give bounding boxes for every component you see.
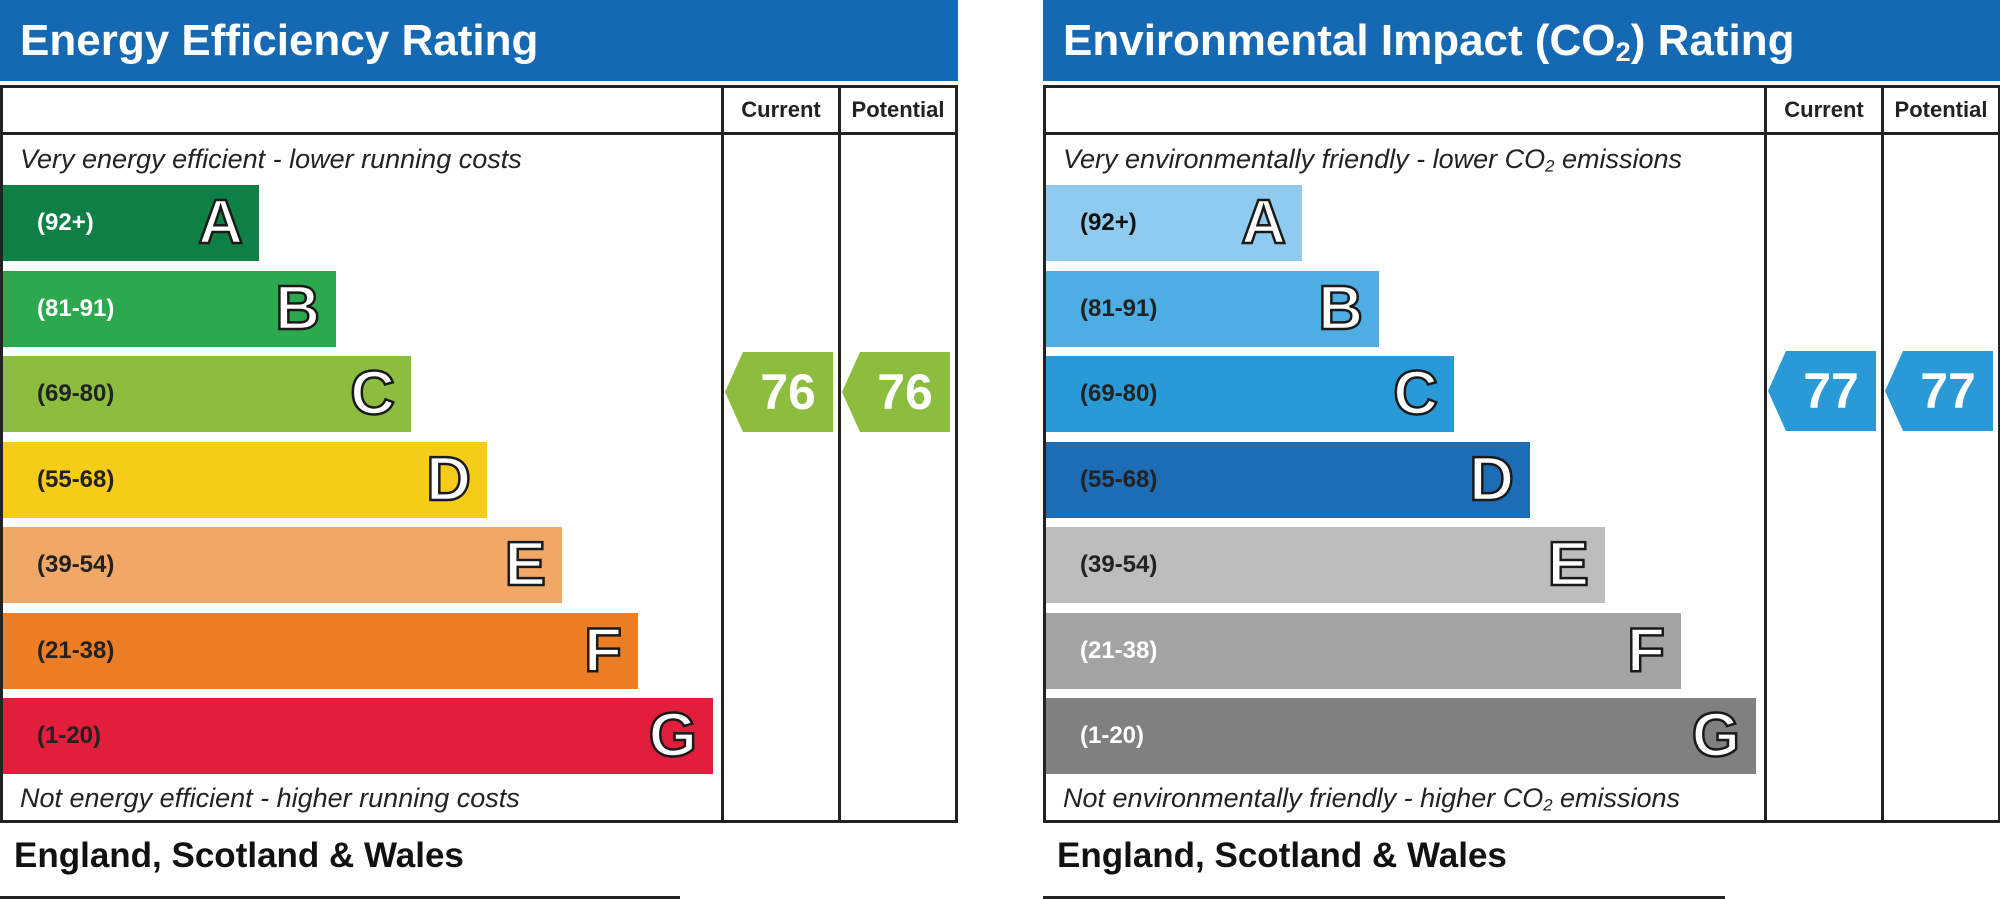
band-a: (92+) A [3, 185, 259, 261]
current-rating-indicator: 77 [1768, 350, 1876, 431]
energy-efficiency-panel: Energy Efficiency Rating Current Potenti… [0, 0, 958, 899]
current-indicator-arrow [725, 352, 833, 433]
band-range-label: (55-68) [1080, 465, 1158, 493]
band-letter: C [349, 358, 396, 430]
footer-line [1043, 896, 1725, 899]
band-e: (39-54) E [1046, 527, 1605, 603]
band-letter: B [274, 272, 321, 344]
top-caption: Very environmentally friendly - lower CO… [1063, 144, 1683, 176]
band-range-label: (92+) [37, 209, 94, 236]
band-letter: D [1468, 443, 1515, 515]
region-footer: England, Scotland & Wales [1057, 836, 1507, 875]
band-f: (21-38) F [1046, 612, 1681, 689]
band-range-label: (39-54) [1080, 551, 1158, 578]
band-f: (21-38) F [3, 612, 638, 689]
band-letter: A [197, 187, 244, 259]
potential-column-divider [1881, 85, 1884, 823]
environmental-impact-title: Environmental Impact (CO2) Rating [1043, 0, 2000, 81]
band-e: (39-54) E [3, 527, 562, 603]
band-b: (81-91) B [3, 270, 336, 347]
current-column-divider [1764, 85, 1767, 823]
bottom-caption: Not environmentally friendly - higher CO… [1063, 783, 1681, 815]
band-a: (92+) A [1046, 185, 1302, 261]
band-g: (1-20) G [1046, 698, 1756, 774]
current-column-header: Current [741, 97, 821, 122]
band-range-label: (39-54) [37, 551, 115, 578]
top-caption: Very energy efficient - lower running co… [20, 144, 522, 174]
band-c: (69-80) C [1046, 356, 1454, 432]
band-range-label: (69-80) [37, 380, 115, 407]
current-rating-value: 76 [760, 364, 816, 421]
energy-efficiency-title: Energy Efficiency Rating [0, 0, 958, 81]
potential-indicator-shape [1885, 350, 1993, 431]
header-divider [1043, 132, 2000, 135]
potential-column-header: Potential [851, 97, 945, 122]
potential-rating-value: 77 [1920, 362, 1976, 419]
band-b: (81-91) B [1046, 270, 1379, 347]
potential-indicator-shape [842, 352, 950, 433]
current-rating-value: 77 [1803, 362, 1859, 419]
band-range-label: (81-91) [1080, 294, 1158, 322]
potential-rating-value: 76 [877, 364, 933, 421]
header-divider [0, 132, 958, 135]
band-letter: A [1240, 187, 1287, 259]
band-letter: C [1392, 358, 1439, 430]
band-range-label: (92+) [1080, 209, 1137, 236]
footer-line [0, 896, 680, 899]
potential-column-divider [838, 85, 841, 823]
rating-frame [1043, 85, 2000, 823]
bottom-caption: Not energy efficient - higher running co… [20, 783, 520, 813]
band-range-label: (21-38) [1080, 636, 1158, 664]
potential-rating-indicator: 76 [842, 352, 950, 433]
current-indicator-arrow [1768, 350, 1876, 431]
rating-frame [0, 85, 958, 823]
band-range-label: (69-80) [1080, 380, 1158, 407]
potential-indicator-arrow [842, 352, 950, 433]
band-letter: F [583, 614, 623, 686]
potential-column-header: Potential [1894, 97, 1988, 122]
band-c: (69-80) C [3, 356, 411, 432]
current-column-header: Current [1784, 97, 1864, 122]
current-indicator-shape [1768, 350, 1876, 431]
band-letter: E [1546, 529, 1590, 601]
current-column-divider [721, 85, 724, 823]
band-d: (55-68) D [1046, 441, 1530, 518]
band-letter: G [648, 700, 699, 772]
band-range-label: (1-20) [37, 722, 102, 749]
band-g: (1-20) G [3, 698, 713, 774]
band-range-label: (21-38) [37, 636, 115, 664]
region-footer: England, Scotland & Wales [14, 836, 464, 875]
environmental-impact-panel: Environmental Impact (CO2) Rating Curren… [1043, 0, 2000, 899]
potential-rating-indicator: 77 [1885, 350, 1993, 431]
band-range-label: (81-91) [37, 294, 115, 322]
potential-indicator-arrow [1885, 350, 1993, 431]
band-letter: G [1691, 700, 1742, 772]
band-letter: D [425, 443, 472, 515]
band-range-label: (1-20) [1080, 722, 1145, 749]
band-letter: B [1317, 272, 1364, 344]
current-indicator-shape [725, 352, 833, 433]
band-letter: E [503, 529, 547, 601]
band-d: (55-68) D [3, 441, 487, 518]
current-rating-indicator: 76 [725, 352, 833, 433]
band-range-label: (55-68) [37, 465, 115, 493]
band-letter: F [1626, 614, 1666, 686]
